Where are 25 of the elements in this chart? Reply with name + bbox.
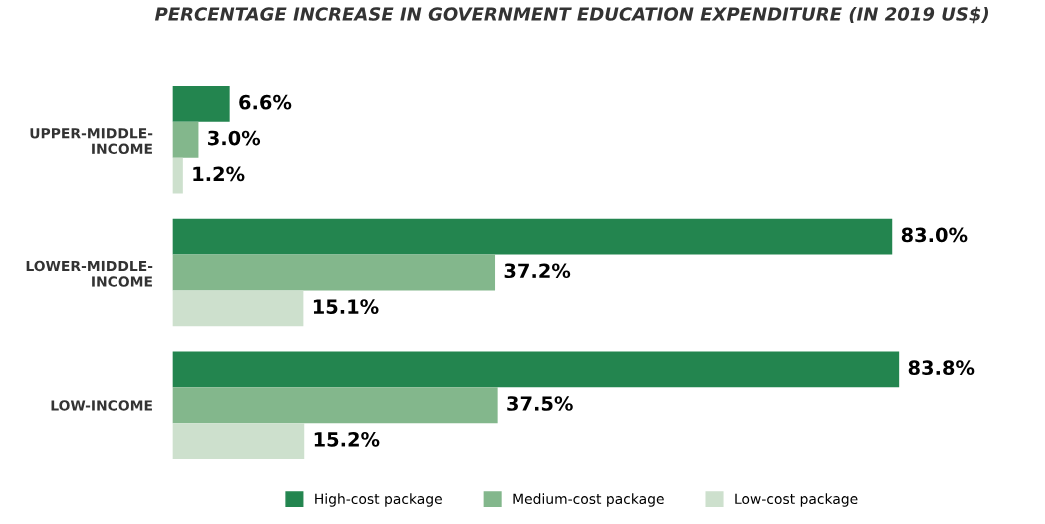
bar — [172, 423, 305, 459]
data-label: 83.0% — [901, 227, 968, 243]
data-label: 83.8% — [908, 360, 975, 376]
bar — [172, 254, 496, 291]
bar — [172, 387, 498, 424]
data-label: 1.2% — [193, 166, 245, 182]
y-tick-label: LOW-INCOME — [51, 400, 152, 411]
data-label: 6.6% — [239, 94, 292, 110]
data-label: 3.0% — [208, 130, 261, 146]
data-label: 37.5% — [507, 396, 573, 411]
bar — [172, 351, 900, 388]
bar — [172, 85, 230, 122]
y-tick-label: UPPER-MIDDLE- INCOME — [30, 128, 153, 155]
bar — [172, 157, 183, 194]
legend-label: Medium-cost package — [513, 493, 664, 507]
data-label: 15.1% — [313, 299, 379, 314]
y-tick-label: LOWER-MIDDLE- INCOME — [26, 260, 153, 287]
bar — [172, 121, 199, 158]
legend-label: Low-cost package — [735, 493, 858, 507]
data-label: 15.2% — [314, 432, 380, 447]
bar — [172, 290, 304, 327]
bar — [172, 218, 893, 255]
chart-title: PERCENTAGE INCREASE IN GOVERNMENT EDUCATION EXPENDITURE (IN 2019 US$) — [154, 6, 989, 24]
data-label: 37.2% — [504, 263, 571, 279]
legend-label: High-cost package — [315, 493, 442, 507]
